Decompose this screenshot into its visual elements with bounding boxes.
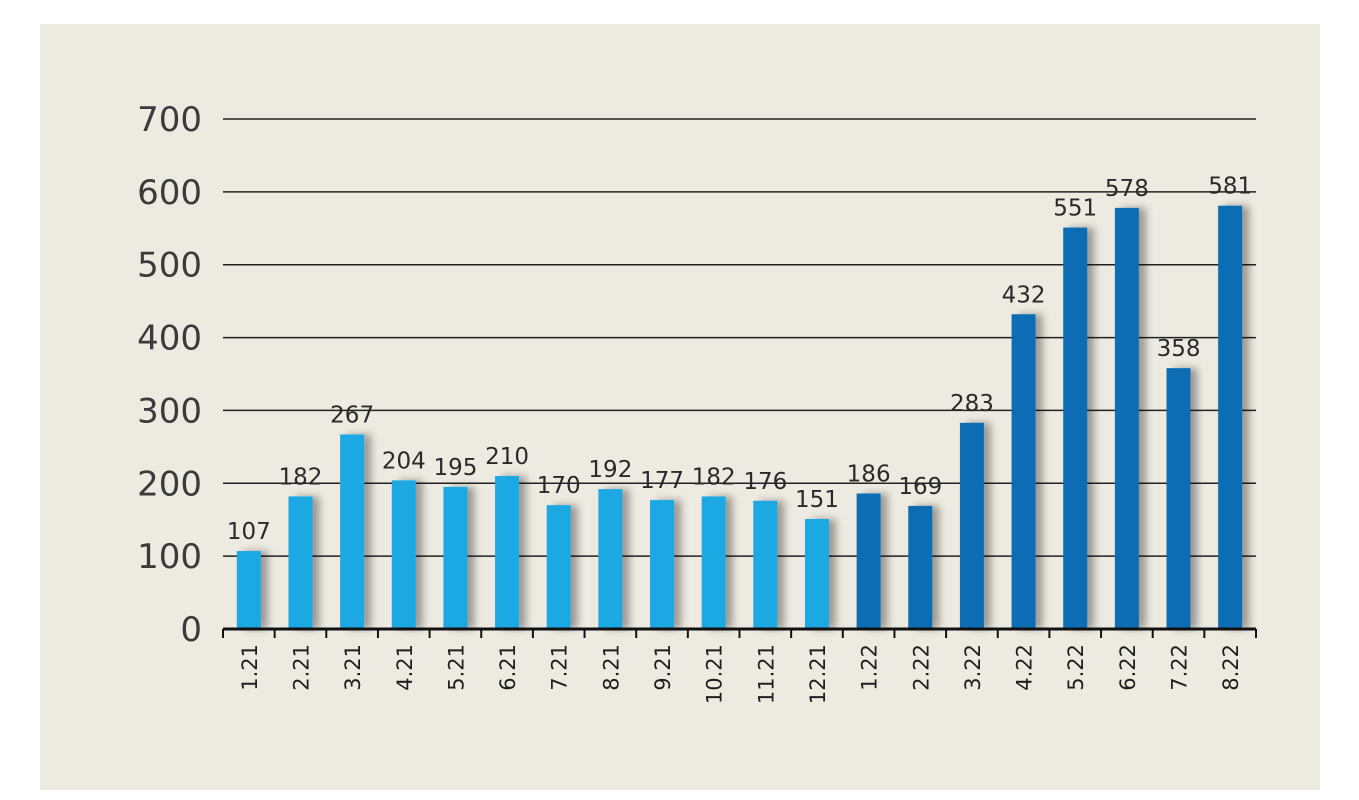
y-tick-label: 600 — [137, 173, 202, 213]
y-tick-label: 200 — [137, 464, 202, 504]
bar — [1063, 227, 1088, 630]
bar — [443, 486, 468, 629]
x-tick-label: 5.22 — [1064, 644, 1088, 691]
data-label: 195 — [433, 455, 477, 481]
bar — [650, 500, 675, 629]
data-label: 177 — [640, 468, 684, 494]
y-tick-label: 700 — [137, 100, 202, 140]
x-tick-label: 6.21 — [496, 644, 520, 691]
x-tick-label: 1.22 — [858, 644, 882, 691]
chart-panel: 0 100 200 300 400 500 600 700 107 182 267 204 195 21… — [40, 24, 1320, 790]
x-tick-label: 12.21 — [806, 644, 830, 704]
bar — [959, 422, 984, 629]
x-tick-label: 3.22 — [961, 644, 985, 691]
data-label: 182 — [279, 464, 323, 490]
x-tick-label: 3.21 — [341, 644, 365, 691]
bar — [856, 493, 881, 629]
data-label: 204 — [382, 448, 426, 474]
x-tick-label: 1.21 — [238, 644, 262, 691]
bars — [236, 205, 1243, 630]
bar — [701, 496, 726, 629]
bar — [1114, 207, 1139, 629]
bar — [546, 505, 571, 629]
y-tick-label: 0 — [180, 610, 202, 650]
data-label: 210 — [485, 444, 529, 470]
bar — [908, 505, 933, 629]
y-tick-label: 100 — [137, 537, 202, 577]
data-label: 169 — [898, 474, 942, 500]
x-tick-label: 4.22 — [1013, 644, 1037, 691]
bar — [288, 496, 313, 629]
bar — [1011, 314, 1036, 629]
x-tick-label: 8.22 — [1219, 644, 1243, 691]
bar-chart: 0 100 200 300 400 500 600 700 107 182 267 204 195 21… — [137, 100, 1257, 704]
y-tick-label: 400 — [137, 319, 202, 359]
x-tick-label: 4.21 — [393, 644, 417, 691]
bar — [1218, 205, 1243, 629]
x-tick-label: 11.21 — [754, 644, 778, 704]
data-label: 151 — [795, 487, 839, 513]
y-tick-label: 300 — [137, 391, 202, 431]
x-axis: 1.21 2.21 3.21 4.21 5.21 6.21 7.21 8.21 9.21 10.2… — [222, 627, 1257, 704]
data-label: 176 — [743, 469, 787, 495]
data-labels: 107 182 267 204 195 210 170 192 177 182 176 151 186 1… — [227, 174, 1252, 545]
bar — [340, 434, 365, 629]
x-tick-label: 5.21 — [444, 644, 468, 691]
data-label: 170 — [537, 473, 581, 499]
data-label: 581 — [1208, 174, 1252, 200]
x-tick-label: 7.22 — [1168, 644, 1192, 691]
data-label: 182 — [692, 464, 736, 490]
x-tick-label: 8.21 — [599, 644, 623, 691]
data-label: 432 — [1002, 282, 1046, 308]
data-label: 267 — [330, 402, 374, 428]
data-label: 192 — [588, 457, 632, 483]
x-tick-label: 2.22 — [909, 644, 933, 691]
x-tick-label: 10.21 — [703, 644, 727, 704]
bar — [753, 500, 778, 629]
y-axis-ticks: 0 100 200 300 400 500 600 700 — [137, 100, 202, 650]
data-label: 186 — [847, 461, 891, 487]
data-label: 283 — [950, 391, 994, 417]
bar — [1166, 368, 1191, 629]
x-tick-label: 9.21 — [651, 644, 675, 691]
x-tick-label: 2.21 — [289, 644, 313, 691]
x-tick-label: 6.22 — [1116, 644, 1140, 691]
bar — [391, 480, 416, 629]
y-tick-label: 500 — [137, 246, 202, 286]
gridlines — [223, 118, 1256, 557]
bar — [804, 518, 829, 629]
x-tick-label: 7.21 — [548, 644, 572, 691]
bar — [236, 551, 261, 629]
data-label: 578 — [1105, 176, 1149, 202]
data-label: 358 — [1157, 336, 1201, 362]
bar — [495, 476, 520, 629]
data-label: 551 — [1053, 196, 1097, 222]
bar — [598, 489, 623, 629]
data-label: 107 — [227, 519, 271, 545]
